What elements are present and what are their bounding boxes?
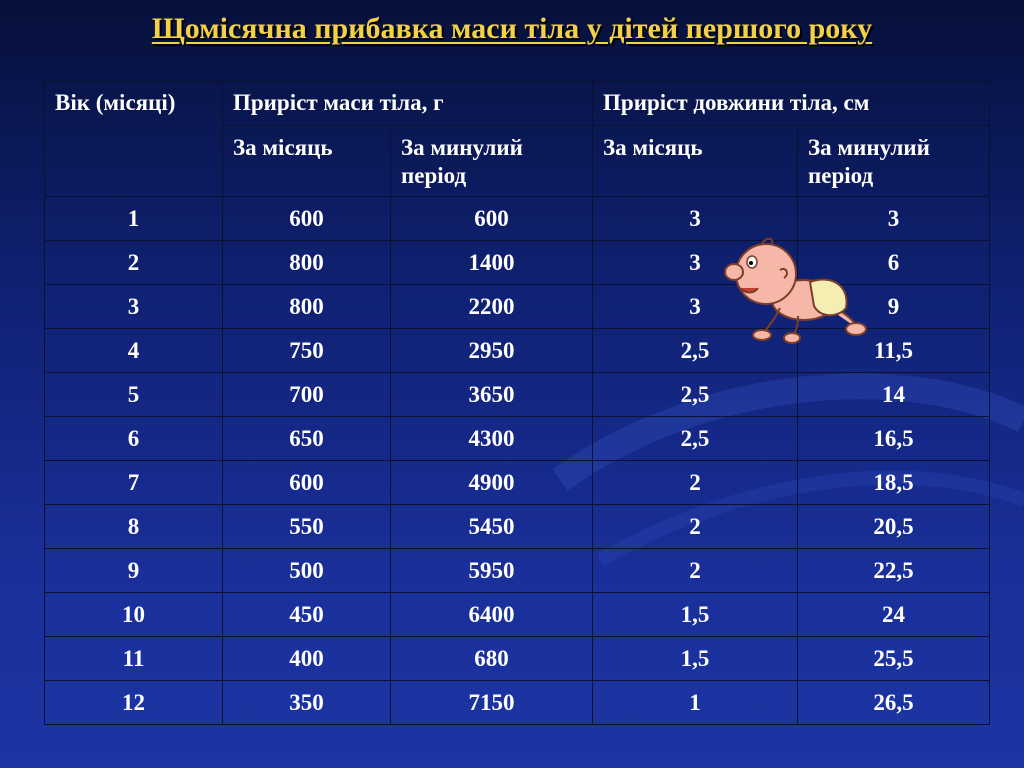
cell-length-month: 2 (592, 504, 799, 549)
header-weight-period: За минулий період (389, 125, 594, 197)
cell-age: 8 (44, 504, 223, 549)
cell-age: 7 (44, 460, 223, 505)
cell-weight-month: 800 (222, 240, 391, 285)
cell-length-month: 1 (592, 680, 799, 725)
cell-age: 1 (44, 196, 223, 241)
cell-age: 10 (44, 592, 223, 637)
header-age: Вік (місяці) (44, 80, 223, 197)
table-row: 10 450 6400 1,5 24 (44, 592, 991, 637)
cell-length-period: 3 (797, 196, 991, 241)
table-row: 11 400 680 1,5 25,5 (44, 636, 991, 681)
cell-age: 9 (44, 548, 223, 593)
cell-length-month: 3 (592, 196, 799, 241)
cell-weight-period: 5450 (389, 504, 594, 549)
cell-length-month: 2 (592, 548, 799, 593)
table-row: 8 550 5450 2 20,5 (44, 504, 991, 549)
cell-age: 4 (44, 328, 223, 373)
cell-length-month: 2,5 (592, 372, 799, 417)
cell-length-period: 24 (797, 592, 991, 637)
cell-weight-period: 2950 (389, 328, 594, 373)
cell-weight-month: 350 (222, 680, 391, 725)
table-row: 9 500 5950 2 22,5 (44, 548, 991, 593)
cell-length-period: 22,5 (797, 548, 991, 593)
table-row: 7 600 4900 2 18,5 (44, 460, 991, 505)
cell-age: 12 (44, 680, 223, 725)
header-weight-group: Приріст маси тіла, г (221, 80, 594, 126)
cell-length-month: 2,5 (592, 416, 799, 461)
cell-weight-period: 3650 (389, 372, 594, 417)
cell-weight-period: 1400 (389, 240, 594, 285)
header-length-group: Приріст довжини тіла, см (592, 80, 991, 126)
cell-length-month: 1,5 (592, 636, 799, 681)
header-length-period: За минулий період (797, 125, 991, 197)
cell-age: 2 (44, 240, 223, 285)
cell-weight-period: 4900 (389, 460, 594, 505)
cell-weight-month: 750 (222, 328, 391, 373)
cell-age: 3 (44, 284, 223, 329)
cell-weight-period: 2200 (389, 284, 594, 329)
cell-weight-month: 400 (222, 636, 391, 681)
cell-length-period: 14 (797, 372, 991, 417)
table-row: 6 650 4300 2,5 16,5 (44, 416, 991, 461)
cell-weight-period: 600 (389, 196, 594, 241)
cell-age: 5 (44, 372, 223, 417)
cell-length-month: 1,5 (592, 592, 799, 637)
table-row: 5 700 3650 2,5 14 (44, 372, 991, 417)
header-length-month: За місяць (592, 125, 799, 197)
cell-weight-month: 650 (222, 416, 391, 461)
cell-weight-period: 680 (389, 636, 594, 681)
cell-weight-month: 450 (222, 592, 391, 637)
cell-weight-month: 550 (222, 504, 391, 549)
cell-weight-month: 500 (222, 548, 391, 593)
cell-length-period: 6 (797, 240, 991, 285)
table-subheader-row: За місяць За минулий період За місяць За… (45, 125, 991, 197)
cell-length-period: 20,5 (797, 504, 991, 549)
cell-weight-month: 600 (222, 460, 391, 505)
table-row: 12 350 7150 1 26,5 (44, 680, 991, 725)
crawling-baby-icon (724, 237, 867, 344)
cell-age: 11 (44, 636, 223, 681)
cell-weight-period: 7150 (389, 680, 594, 725)
cell-length-month: 2 (592, 460, 799, 505)
cell-length-period: 11,5 (797, 328, 991, 373)
growth-table: Вік (місяці) Приріст маси тіла, г Приріс… (44, 80, 991, 725)
cell-length-period: 18,5 (797, 460, 991, 505)
cell-weight-period: 6400 (389, 592, 594, 637)
cell-weight-month: 800 (222, 284, 391, 329)
cell-weight-month: 600 (222, 196, 391, 241)
cell-length-period: 16,5 (797, 416, 991, 461)
cell-weight-month: 700 (222, 372, 391, 417)
header-weight-month: За місяць (222, 125, 391, 197)
cell-weight-period: 5950 (389, 548, 594, 593)
table-row: 1 600 600 3 3 (44, 196, 991, 241)
cell-weight-period: 4300 (389, 416, 594, 461)
cell-age: 6 (44, 416, 223, 461)
table-header-row: Вік (місяці) Приріст маси тіла, г Приріс… (44, 80, 991, 197)
page-title: Щомісячна прибавка маси тіла у дітей пер… (151, 12, 873, 45)
cell-length-period: 25,5 (797, 636, 991, 681)
cell-length-period: 26,5 (797, 680, 991, 725)
